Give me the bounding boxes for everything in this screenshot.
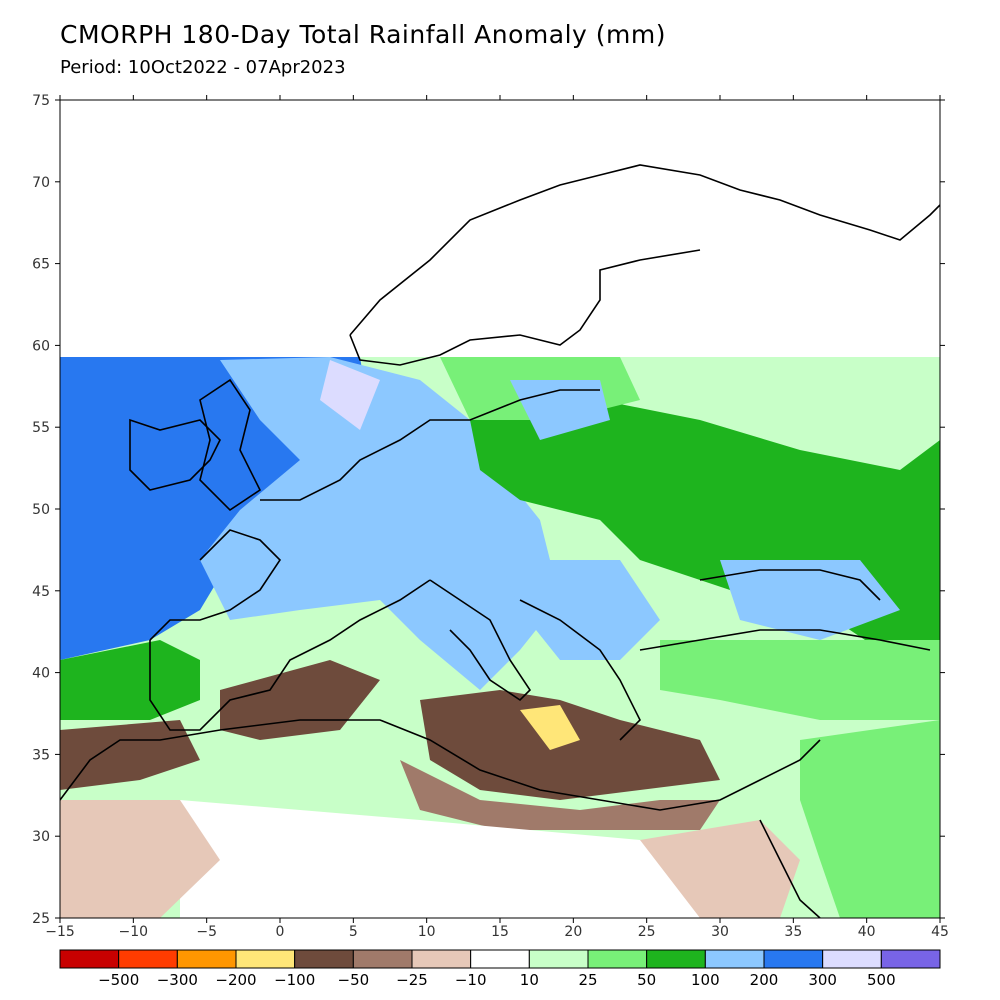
- field-med-moderate: [400, 760, 720, 830]
- colorbar-swatch: [587, 949, 648, 969]
- colorbar-label: 500: [867, 971, 896, 989]
- colorbar-label: 25: [578, 971, 597, 989]
- lat-tick-label: 70: [32, 175, 50, 191]
- field-black-sea: [720, 560, 900, 640]
- field-egypt: [640, 820, 800, 918]
- field-med-dry: [420, 690, 720, 800]
- lat-tick-label: 45: [32, 584, 50, 600]
- period-label: Period: 10Oct2022 - 07Apr2023: [60, 57, 346, 78]
- lon-tick-label: 45: [931, 924, 949, 940]
- colorbar-label: −10: [455, 971, 487, 989]
- lat-tick-label: 50: [32, 502, 50, 518]
- lon-axis: −15 −10 −5 0 5 10 15 20 25 30 35 40 45: [45, 95, 949, 940]
- colorbar-swatch: [763, 949, 824, 969]
- colorbar-label: 300: [808, 971, 837, 989]
- lon-tick-label: 40: [858, 924, 876, 940]
- colorbar-swatch: [235, 949, 296, 969]
- field-sahara-slight: [60, 800, 220, 918]
- field-baltic: [510, 380, 610, 440]
- colorbar-swatch: [880, 949, 941, 969]
- lat-tick-label: 65: [32, 257, 50, 273]
- colorbar-swatch: [646, 949, 706, 969]
- lat-tick-label: 60: [32, 338, 50, 354]
- lat-axis: 25 30 35 40 45 50 55 60 65 70 75: [32, 93, 945, 927]
- colorbar-swatch: [118, 949, 178, 969]
- colorbar-label: −500: [98, 971, 139, 989]
- field-middle-east: [800, 720, 940, 918]
- colorbar-swatch: [822, 949, 882, 969]
- colorbar-swatch: [352, 949, 413, 969]
- field-sahara: [180, 800, 700, 918]
- colorbar-swatch: [470, 949, 530, 969]
- field-morocco-dry: [60, 720, 200, 790]
- lon-tick-label: 0: [276, 924, 285, 940]
- field-iberia: [60, 640, 200, 720]
- colorbar-label: −200: [215, 971, 256, 989]
- colorbar-label: 10: [520, 971, 539, 989]
- colorbar-label: −300: [157, 971, 198, 989]
- lon-tick-label: −15: [45, 924, 75, 940]
- lon-tick-label: 5: [349, 924, 358, 940]
- map-fields: [60, 357, 940, 918]
- lat-tick-label: 75: [32, 93, 50, 109]
- lat-tick-label: 25: [32, 911, 50, 927]
- lon-tick-label: 25: [638, 924, 656, 940]
- field-atlantic-heavy: [320, 360, 380, 430]
- colorbar-label: −50: [338, 971, 370, 989]
- lon-tick-label: 35: [784, 924, 802, 940]
- lat-tick-label: 35: [32, 747, 50, 763]
- field-balkans: [500, 560, 660, 660]
- colorbar-swatch: [704, 949, 765, 969]
- chart-title: CMORPH 180-Day Total Rainfall Anomaly (m…: [60, 20, 666, 49]
- lon-tick-label: 20: [564, 924, 582, 940]
- lat-tick-label: 40: [32, 666, 50, 682]
- lon-tick-label: 30: [711, 924, 729, 940]
- field-turkey: [660, 640, 940, 720]
- lat-tick-label: 30: [32, 829, 50, 845]
- colorbar-swatch: [176, 949, 237, 969]
- colorbar-label: −25: [396, 971, 428, 989]
- colorbar-swatch: [411, 949, 472, 969]
- lon-tick-label: 15: [491, 924, 509, 940]
- colorbar-label: 50: [637, 971, 656, 989]
- field-med-severe: [520, 705, 580, 750]
- colorbar-swatch: [294, 949, 354, 969]
- coastlines: [60, 164, 940, 918]
- colorbar-labels: −500 −300 −200 −100 −50 −25 −10 10 25 50 100 200 300…: [98, 971, 896, 989]
- lat-tick-label: 55: [32, 420, 50, 436]
- lon-tick-label: 10: [418, 924, 436, 940]
- colorbar-label: 200: [750, 971, 779, 989]
- lon-tick-label: −5: [196, 924, 217, 940]
- colorbar-swatch: [59, 949, 120, 969]
- colorbar-label: 100: [691, 971, 720, 989]
- lon-tick-label: −10: [119, 924, 149, 940]
- colorbar-label: −100: [274, 971, 315, 989]
- colorbar-swatch: [528, 949, 589, 969]
- colorbar: [59, 949, 941, 969]
